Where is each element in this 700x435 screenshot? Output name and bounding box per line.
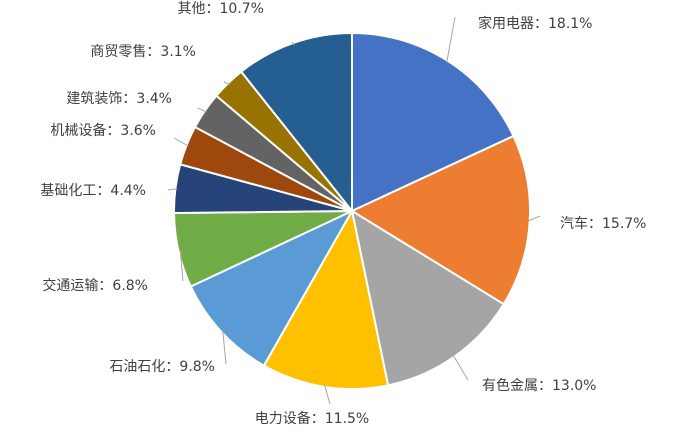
data-label-2: 汽车：15.7% — [560, 215, 646, 232]
data-label-8: 机械设备：3.6% — [50, 122, 156, 139]
pie-slice-11 — [239, 31, 353, 214]
data-label-9: 建筑装饰：3.4% — [66, 91, 172, 107]
leader-line-9 — [197, 107, 207, 113]
data-label-3: 有色金属：13.0% — [482, 377, 596, 394]
pie-slice-5 — [189, 208, 355, 368]
data-label-6: 交通运输：6.8% — [42, 277, 148, 294]
data-label-10: 商贸零售：3.1% — [90, 44, 196, 60]
leader-line-2 — [527, 215, 541, 222]
leader-line-8 — [173, 137, 189, 147]
leader-line-10 — [223, 81, 230, 85]
data-label-1: 家用电器：18.1% — [478, 15, 592, 32]
leader-lines — [167, 16, 541, 405]
pie-slice-2 — [349, 134, 532, 306]
data-label-7: 基础化工：4.4% — [40, 182, 146, 199]
data-labels: 家用电器：18.1% 汽车：15.7% 有色金属：13.0% 电力设备：11.5% 石油… — [40, 1, 646, 427]
data-label-5: 石油石化：9.8% — [109, 359, 215, 375]
leader-line-5 — [222, 330, 227, 365]
leader-line-7 — [167, 188, 178, 191]
pie-slices — [172, 31, 532, 390]
leader-line-1 — [446, 16, 456, 63]
leader-line-11 — [291, 41, 295, 46]
pie-slice-4 — [262, 208, 390, 390]
leader-line-6 — [179, 250, 184, 282]
data-label-11: 其他：10.7% — [178, 1, 264, 17]
data-label-4: 电力设备：11.5% — [255, 410, 369, 427]
leader-line-3 — [452, 354, 469, 381]
leader-line-4 — [324, 384, 331, 405]
pie-slice-1 — [351, 31, 515, 213]
